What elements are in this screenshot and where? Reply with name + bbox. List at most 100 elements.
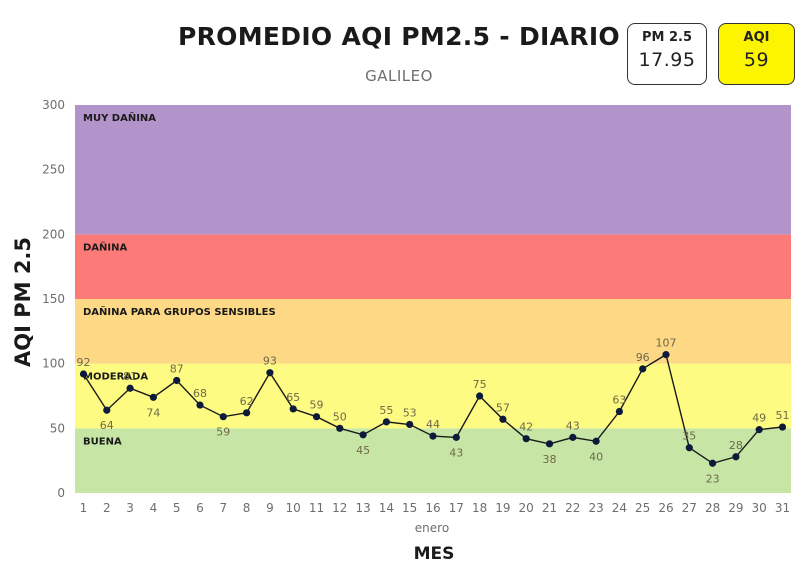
- data-point-26: [685, 444, 693, 452]
- x-tick-label-22: 23: [588, 501, 603, 515]
- data-point-27: [709, 459, 717, 467]
- data-point-1: [103, 406, 111, 414]
- x-tick-label-7: 8: [243, 501, 251, 515]
- x-tick-label-30: 31: [775, 501, 790, 515]
- x-tick-label-20: 21: [542, 501, 557, 515]
- y-tick-label-3: 150: [42, 292, 65, 306]
- data-label-14: 53: [403, 406, 417, 419]
- data-point-25: [662, 351, 670, 359]
- x-tick-label-25: 26: [658, 501, 673, 515]
- x-tick-label-16: 17: [449, 501, 464, 515]
- aqi-card-label: AQI: [743, 30, 770, 45]
- data-label-4: 87: [170, 362, 184, 375]
- band-label-3: DAÑINA: [83, 240, 127, 253]
- data-point-22: [592, 437, 600, 445]
- data-point-2: [126, 384, 134, 392]
- data-point-3: [149, 393, 157, 401]
- x-tick-label-19: 20: [519, 501, 534, 515]
- data-label-30: 51: [776, 409, 790, 422]
- aqi-card-value: 59: [743, 49, 770, 71]
- x-tick-label-18: 19: [495, 501, 510, 515]
- data-label-6: 59: [216, 426, 230, 439]
- y-tick-label-5: 250: [42, 163, 65, 177]
- data-label-25: 107: [656, 337, 677, 350]
- x-tick-label-5: 6: [196, 501, 204, 515]
- data-label-20: 38: [543, 453, 557, 466]
- data-point-15: [429, 432, 437, 440]
- data-point-30: [778, 423, 787, 431]
- y-axis: 0 50 100 150 200 250 300: [42, 98, 65, 500]
- x-tick-label-8: 9: [266, 501, 274, 515]
- band-label-1: MODERADA: [83, 372, 148, 383]
- data-label-24: 96: [636, 351, 650, 364]
- x-tick-label-2: 3: [126, 501, 134, 515]
- x-tick-label-4: 5: [173, 501, 181, 515]
- pm25-card-value: 17.95: [638, 49, 696, 71]
- data-point-8: [266, 369, 274, 377]
- x-tick-label-23: 24: [612, 501, 627, 515]
- band-4: [75, 105, 791, 235]
- data-label-10: 59: [310, 399, 324, 412]
- x-axis: 1 2 3 4 5 6 7 8 9 10 11 12 13 14 15 16 17 18 19 20 21 22 23 24 2…: [80, 501, 790, 515]
- data-label-7: 62: [240, 395, 254, 408]
- x-tick-label-12: 13: [355, 501, 370, 515]
- data-point-18: [499, 415, 507, 423]
- x-tick-label-6: 7: [219, 501, 227, 515]
- data-label-1: 64: [100, 419, 114, 432]
- x-tick-label-28: 29: [728, 501, 743, 515]
- data-point-9: [289, 405, 297, 413]
- x-tick-label-21: 22: [565, 501, 580, 515]
- y-tick-label-1: 50: [50, 421, 65, 435]
- data-point-12: [359, 431, 367, 439]
- x-tick-label-27: 28: [705, 501, 720, 515]
- data-point-5: [196, 401, 204, 409]
- y-tick-label-6: 300: [42, 98, 65, 112]
- data-label-8: 93: [263, 355, 277, 368]
- data-label-23: 63: [612, 394, 626, 407]
- data-point-21: [569, 433, 577, 441]
- x-tick-label-9: 10: [286, 501, 301, 515]
- y-axis-label: AQI PM 2.5: [11, 237, 35, 367]
- data-label-29: 49: [752, 412, 766, 425]
- data-label-18: 57: [496, 401, 510, 414]
- data-point-23: [615, 407, 624, 416]
- data-label-3: 74: [146, 406, 160, 419]
- y-tick-label-4: 200: [42, 227, 65, 241]
- x-axis-label: MES: [414, 544, 455, 564]
- x-tick-label-26: 27: [682, 501, 697, 515]
- x-tick-label-3: 4: [150, 501, 158, 515]
- data-point-20: [545, 440, 554, 448]
- data-label-16: 43: [449, 446, 463, 459]
- aqi-bands: BUENA MODERADA DAÑINA PARA GRUPOS SENSIBLE…: [75, 105, 791, 493]
- x-tick-label-15: 16: [425, 501, 440, 515]
- data-point-16: [452, 433, 460, 441]
- data-label-2: 81: [123, 370, 137, 383]
- data-label-17: 75: [473, 378, 487, 391]
- data-point-7: [243, 409, 251, 417]
- pm25-card: PM 2.5 17.95: [627, 23, 707, 85]
- data-label-15: 44: [426, 418, 440, 431]
- x-tick-label-13: 14: [379, 501, 394, 515]
- x-tick-label-1: 2: [103, 501, 111, 515]
- data-label-28: 28: [729, 439, 743, 452]
- x-tick-label-0: 1: [80, 501, 88, 515]
- pm25-card-label: PM 2.5: [641, 30, 693, 45]
- data-label-19: 42: [519, 421, 533, 434]
- data-label-11: 50: [333, 410, 347, 423]
- data-point-17: [476, 392, 484, 400]
- data-label-0: 92: [77, 356, 91, 369]
- data-point-14: [406, 420, 414, 429]
- data-point-28: [732, 453, 740, 461]
- data-label-12: 45: [356, 444, 370, 457]
- aqi-series: 92 64 81 74 87 68 59 62 93 65 59 50 45 55 53 44 43 75 57 42…: [77, 337, 790, 486]
- x-tick-label-10: 11: [309, 501, 324, 515]
- x-tick-label-11: 12: [332, 501, 347, 515]
- data-label-5: 68: [193, 387, 207, 400]
- data-point-29: [755, 426, 763, 434]
- data-point-19: [522, 435, 530, 443]
- y-tick-label-2: 100: [42, 357, 65, 371]
- data-label-13: 55: [379, 404, 393, 417]
- data-point-13: [382, 418, 390, 426]
- data-point-0: [79, 370, 88, 378]
